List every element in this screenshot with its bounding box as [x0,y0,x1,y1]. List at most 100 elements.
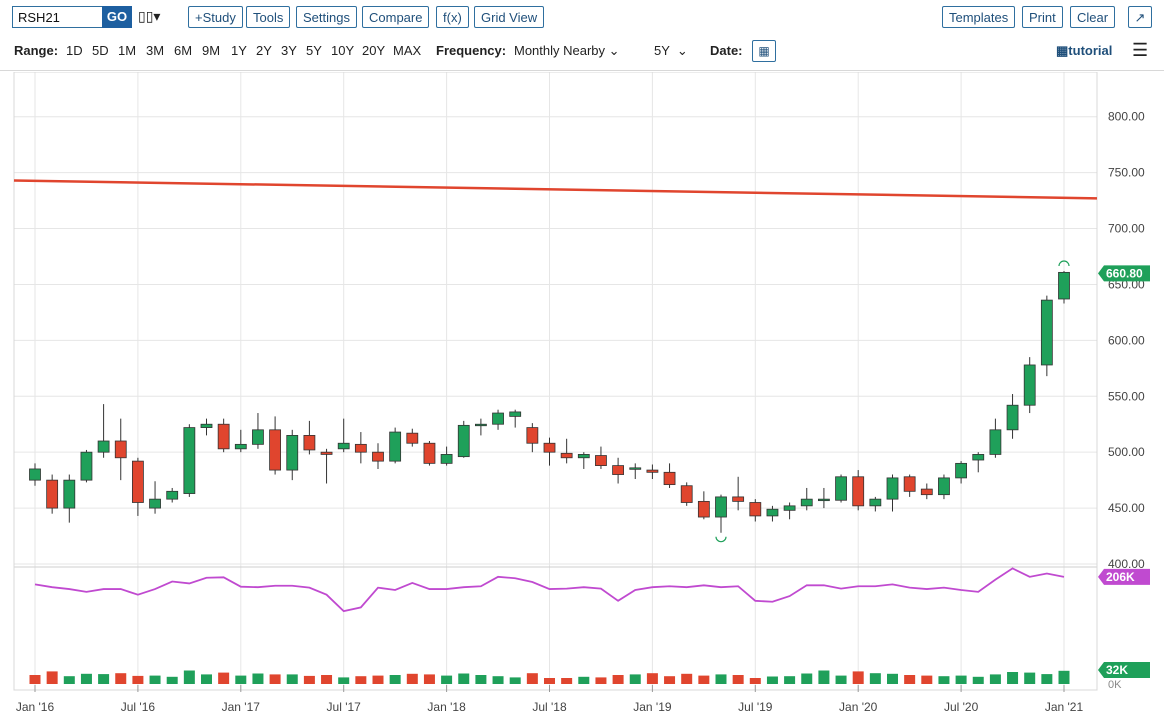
toolbar-divider [0,70,1164,71]
candle-body [114,440,127,459]
candle-body [492,412,504,425]
volume-bar [904,675,916,684]
range-5y[interactable]: 5Y [306,43,322,58]
volume-bar [338,677,350,684]
candle-body [320,451,333,455]
zero-label: 0K [1108,679,1122,691]
chart-toolbar: GO ▯▯▾ +Study Tools Settings Compare f(x… [0,0,1164,36]
go-button[interactable]: GO [102,6,132,28]
open-interest-badge-shape [1098,568,1150,585]
candle-body [800,498,813,507]
range-5d[interactable]: 5D [92,43,109,58]
candle-body [474,423,487,427]
volume-bar [664,676,676,684]
candle-body [783,505,796,511]
symbol-input[interactable] [12,6,102,28]
candle-body [972,454,985,461]
range-2y[interactable]: 2Y [256,43,272,58]
x-tick-label: Jul '17 [327,700,362,714]
y-tick-label: 800.00 [1108,110,1145,124]
candle-body [509,411,522,417]
range-20y[interactable]: 20Y [362,43,386,58]
volume-bar [526,673,538,684]
volume-bar [698,675,710,684]
grid-view-button[interactable]: Grid View [474,6,545,28]
print-button[interactable]: Print [1022,6,1063,28]
volume-bar [646,673,658,684]
menu-icon[interactable]: ☰ [1132,40,1149,60]
clear-button[interactable]: Clear [1070,6,1116,28]
range-1y[interactable]: 1Y [231,43,247,58]
range-1d[interactable]: 1D [66,43,83,58]
volume-bar [132,675,144,684]
candle-body [46,479,59,509]
date-label: Date: [710,43,743,58]
candle-body [286,435,299,471]
volume-bar [989,674,1001,684]
volume-bar [938,676,950,684]
range-3y[interactable]: 3Y [281,43,297,58]
x-tick-label: Jan '17 [222,700,261,714]
candle-body [303,435,316,451]
y-tick-label: 450.00 [1108,501,1145,515]
x-tick-label: Jan '18 [427,700,466,714]
compare-button[interactable]: Compare [362,6,430,28]
frequency-label: Frequency: [436,43,507,58]
y-tick-label: 500.00 [1108,445,1145,459]
function-button[interactable]: f(x) [436,6,469,28]
templates-button[interactable]: Templates [942,6,1016,28]
time-axis: Jan '16 Jul '16 Jan '17 Jul '17 Jan '18 Jul '… [16,685,1083,714]
candle-body [766,508,779,517]
volume-bar [818,670,830,684]
candle-body [80,451,93,481]
range-6m[interactable]: 6M [174,43,193,58]
candlestick-icon[interactable]: ▯▯▾ [138,8,161,24]
y-tick-label: 700.00 [1108,222,1145,236]
volume-bar [852,671,864,684]
range-10y[interactable]: 10Y [331,43,355,58]
chevron-down-icon: ⌄ [676,43,688,58]
volume-bar [201,674,212,684]
candle-body [1023,364,1036,406]
add-study-button[interactable]: +Study [188,6,243,28]
chart-grid [14,72,1097,690]
candles [29,271,1070,533]
volume-bar [509,677,521,684]
settings-button[interactable]: Settings [296,6,357,28]
volume-bars [29,670,1070,684]
candle-body [97,440,110,453]
candle-body [269,429,282,471]
volume-bar [715,674,727,684]
range-max[interactable]: MAX [393,43,422,58]
candle-body [1006,404,1019,431]
tutorial-link[interactable]: ▦tutorial [1056,43,1113,58]
range-1m[interactable]: 1M [118,43,137,58]
candle-body [29,468,41,481]
volume-bar [801,673,813,684]
volume-badge: 32K [1106,663,1128,677]
candle-body [903,476,916,492]
price-chart[interactable]: 400.00450.00500.00550.00600.00650.00700.… [0,72,1164,728]
candle-body [63,479,76,509]
calendar-icon[interactable]: ▦ [752,40,776,62]
period-dropdown[interactable]: 5Y ⌄ [654,43,688,59]
price-axis: 400.00450.00500.00550.00600.00650.00700.… [1108,110,1145,571]
volume-bar [269,674,281,684]
volume-bar [972,676,984,684]
candle-body [1040,299,1053,366]
x-tick-label: Jul '19 [738,700,773,714]
popout-icon[interactable]: ↗ [1128,6,1152,28]
film-icon: ▦ [1056,43,1069,58]
frequency-dropdown[interactable]: Monthly Nearby ⌄ [514,43,620,59]
x-tick-label: Jan '19 [633,700,672,714]
range-3m[interactable]: 3M [146,43,165,58]
moving-average-line [13,179,1098,200]
x-tick-label: Jan '16 [16,700,55,714]
range-9m[interactable]: 9M [202,43,221,58]
candle-body [440,454,453,464]
volume-bar [286,674,298,684]
tools-button[interactable]: Tools [246,6,291,28]
candle-body [818,498,830,502]
chevron-down-icon: ⌄ [608,43,620,58]
candle-body [989,429,1002,455]
